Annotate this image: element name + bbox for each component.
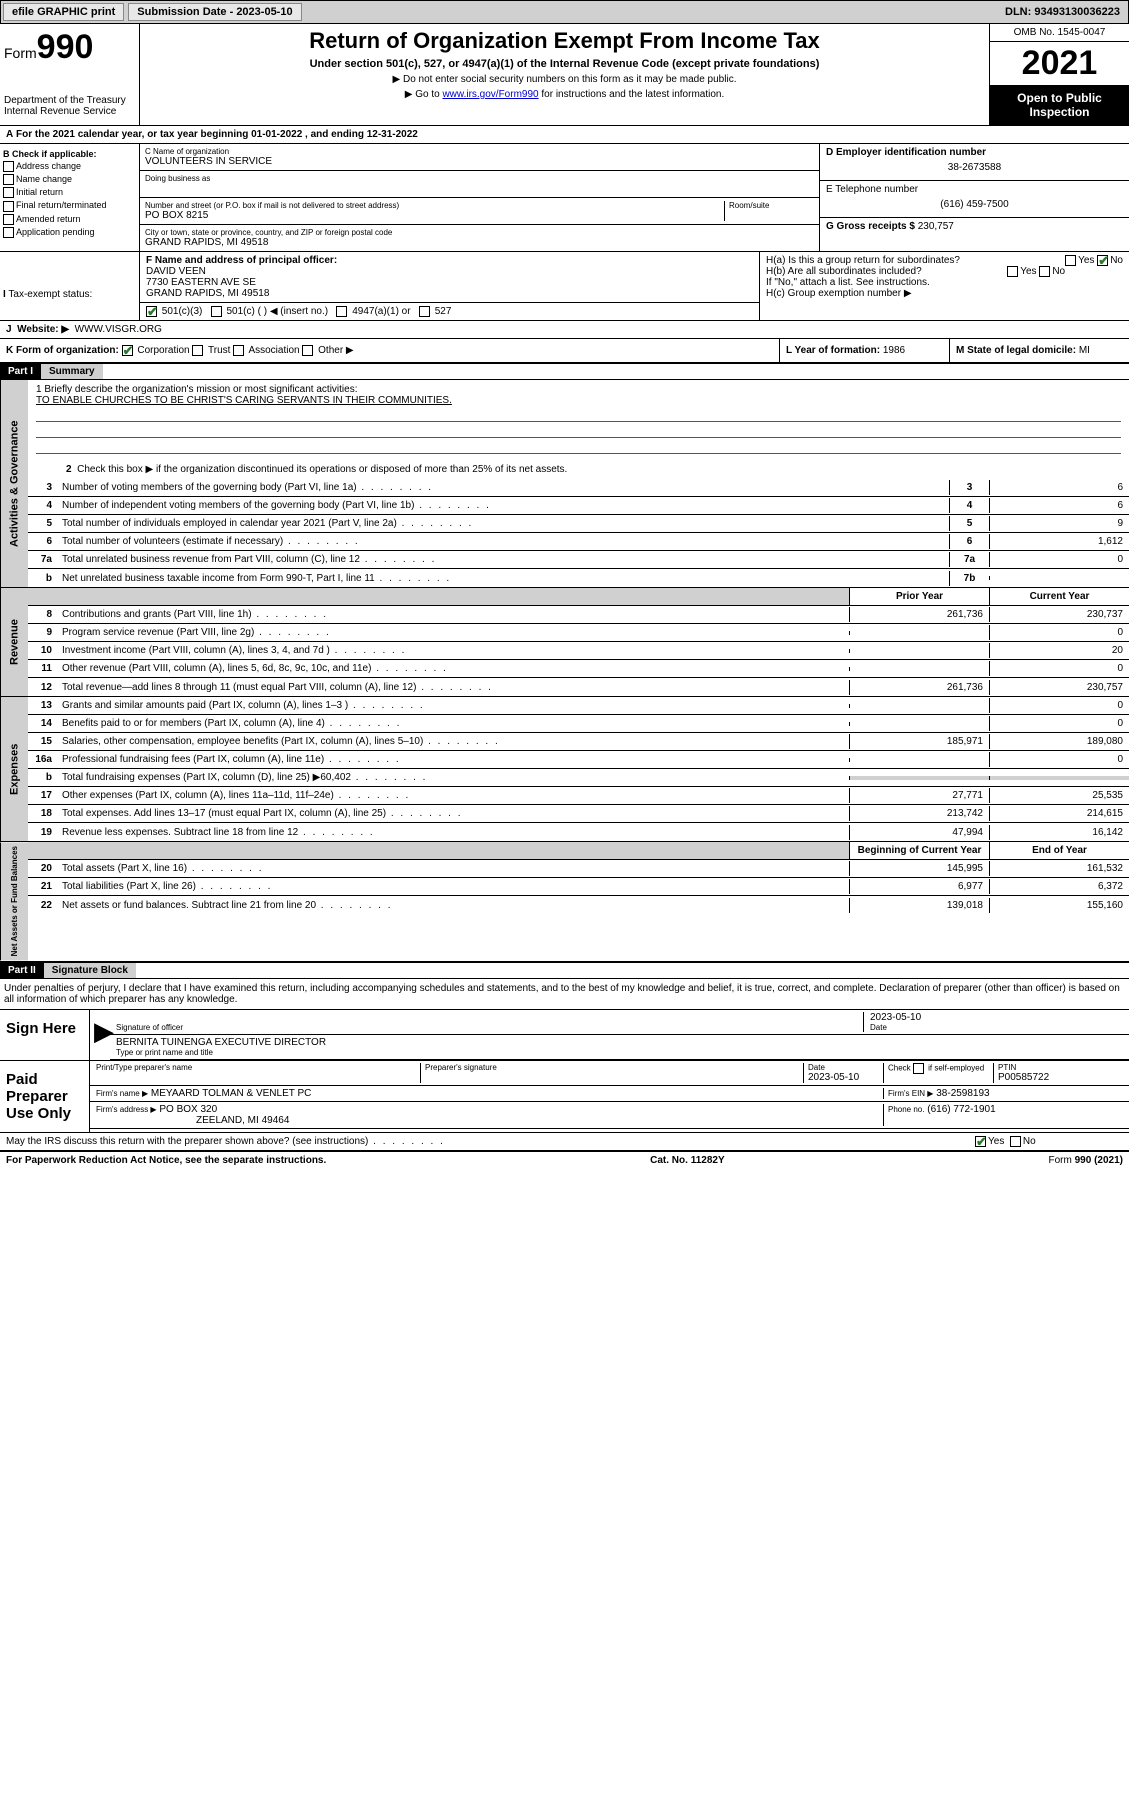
- gov-line: 7aTotal unrelated business revenue from …: [28, 551, 1129, 569]
- prep-date: 2023-05-10: [808, 1072, 883, 1083]
- sign-here-block: Sign Here ▶ Signature of officer 2023-05…: [0, 1009, 1129, 1061]
- sidelabel-exp: Expenses: [0, 697, 28, 841]
- line-2: 2 Check this box ▶ if the organization d…: [28, 460, 1129, 479]
- section-governance: Activities & Governance 1 Briefly descri…: [0, 380, 1129, 588]
- gov-line: 3Number of voting members of the governi…: [28, 479, 1129, 497]
- form-note-link: ▶ Go to www.irs.gov/Form990 for instruct…: [148, 89, 981, 100]
- firm-name: MEYAARD TOLMAN & VENLET PC: [151, 1088, 311, 1099]
- irs-label: Internal Revenue Service: [4, 106, 135, 117]
- box-h: H(a) Is this a group return for subordin…: [759, 252, 1129, 320]
- data-line: 18Total expenses. Add lines 13–17 (must …: [28, 805, 1129, 823]
- box-i-opts: 501(c)(3) 501(c) ( ) ◀ (insert no.) 4947…: [140, 303, 759, 320]
- gov-line: 4Number of independent voting members of…: [28, 497, 1129, 515]
- sidelabel-net: Net Assets or Fund Balances: [0, 842, 28, 960]
- efile-btn[interactable]: efile GRAPHIC print: [3, 3, 124, 21]
- officer-name: BERNITA TUINENGA EXECUTIVE DIRECTOR: [116, 1037, 1123, 1048]
- entity-block: B Check if applicable: Address change Na…: [0, 144, 1129, 252]
- org-address: PO BOX 8215: [145, 210, 724, 221]
- omb-number: OMB No. 1545-0047: [990, 24, 1129, 42]
- sidelabel-gov: Activities & Governance: [0, 380, 28, 587]
- open-inspection: Open to PublicInspection: [990, 85, 1129, 125]
- firm-phone: (616) 772-1901: [927, 1104, 995, 1115]
- form-header: Form990 Department of the Treasury Inter…: [0, 24, 1129, 126]
- form-note-ssn: ▶ Do not enter social security numbers o…: [148, 74, 981, 85]
- data-line: 13Grants and similar amounts paid (Part …: [28, 697, 1129, 715]
- form-number: Form990: [4, 28, 135, 67]
- part2-header: Part IISignature Block: [0, 962, 1129, 979]
- sidelabel-rev: Revenue: [0, 588, 28, 696]
- section-expenses: Expenses 13Grants and similar amounts pa…: [0, 697, 1129, 842]
- org-name: VOLUNTEERS IN SERVICE: [145, 156, 814, 167]
- subdate-btn[interactable]: Submission Date - 2023-05-10: [128, 3, 301, 21]
- officer-h-block: I Tax-exempt status: F Name and address …: [0, 252, 1129, 321]
- mission-label: 1 Briefly describe the organization's mi…: [36, 384, 1121, 395]
- section-netassets: Net Assets or Fund Balances Beginning of…: [0, 842, 1129, 961]
- dln: DLN: 93493130036223: [1005, 6, 1128, 18]
- mission-text: TO ENABLE CHURCHES TO BE CHRIST'S CARING…: [36, 395, 1121, 406]
- data-line: 9Program service revenue (Part VIII, lin…: [28, 624, 1129, 642]
- website: WWW.VISGR.ORG: [75, 324, 162, 335]
- ptin: P00585722: [998, 1072, 1123, 1083]
- irs-link[interactable]: www.irs.gov/Form990: [442, 89, 538, 100]
- sign-date: 2023-05-10: [870, 1012, 1123, 1023]
- data-line: 19Revenue less expenses. Subtract line 1…: [28, 823, 1129, 841]
- gov-line: bNet unrelated business taxable income f…: [28, 569, 1129, 587]
- part1-header: Part ISummary: [0, 363, 1129, 380]
- box-f: F Name and address of principal officer:…: [140, 252, 759, 303]
- line-a: A For the 2021 calendar year, or tax yea…: [0, 126, 1129, 144]
- form-title: Return of Organization Exempt From Incom…: [148, 28, 981, 54]
- firm-city: ZEELAND, MI 49464: [96, 1115, 883, 1126]
- state-domicile: MI: [1079, 345, 1090, 356]
- section-revenue: Revenue Prior Year Current Year 8Contrib…: [0, 588, 1129, 697]
- paid-prep-label: Paid Preparer Use Only: [0, 1061, 90, 1132]
- ein: 38-2673588: [826, 158, 1123, 177]
- paid-preparer-block: Paid Preparer Use Only Print/Type prepar…: [0, 1061, 1129, 1133]
- year-formation: 1986: [883, 345, 905, 356]
- tax-year: 2021: [990, 42, 1129, 85]
- declaration: Under penalties of perjury, I declare th…: [0, 979, 1129, 1009]
- dept-treasury: Department of the Treasury: [4, 95, 135, 106]
- gross-receipts: 230,757: [918, 221, 954, 232]
- firm-addr: PO BOX 320: [159, 1104, 217, 1115]
- net-col-hdr: Beginning of Current Year End of Year: [28, 842, 1129, 860]
- firm-ein: 38-2598193: [936, 1088, 989, 1099]
- data-line: 8Contributions and grants (Part VIII, li…: [28, 606, 1129, 624]
- rev-col-hdr: Prior Year Current Year: [28, 588, 1129, 606]
- gov-line: 6Total number of volunteers (estimate if…: [28, 533, 1129, 551]
- data-line: 11Other revenue (Part VIII, column (A), …: [28, 660, 1129, 678]
- data-line: 15Salaries, other compensation, employee…: [28, 733, 1129, 751]
- data-line: 20Total assets (Part X, line 16)145,9951…: [28, 860, 1129, 878]
- check-b: B Check if applicable: Address change Na…: [0, 144, 140, 251]
- sign-here-label: Sign Here: [0, 1010, 90, 1060]
- footer: For Paperwork Reduction Act Notice, see …: [0, 1151, 1129, 1169]
- gov-line: 5Total number of individuals employed in…: [28, 515, 1129, 533]
- right-ids: D Employer identification number 38-2673…: [819, 144, 1129, 251]
- data-line: 22Net assets or fund balances. Subtract …: [28, 896, 1129, 914]
- data-line: 12Total revenue—add lines 8 through 11 (…: [28, 678, 1129, 696]
- may-discuss: May the IRS discuss this return with the…: [0, 1133, 1129, 1151]
- sig-bracket-icon: ▶: [90, 1010, 110, 1060]
- data-line: 16aProfessional fundraising fees (Part I…: [28, 751, 1129, 769]
- org-city: GRAND RAPIDS, MI 49518: [145, 237, 814, 248]
- data-line: 10Investment income (Part VIII, column (…: [28, 642, 1129, 660]
- data-line: 17Other expenses (Part IX, column (A), l…: [28, 787, 1129, 805]
- data-line: bTotal fundraising expenses (Part IX, co…: [28, 769, 1129, 787]
- col-i-label: I Tax-exempt status:: [0, 252, 140, 320]
- data-line: 14Benefits paid to or for members (Part …: [28, 715, 1129, 733]
- data-line: 21Total liabilities (Part X, line 26)6,9…: [28, 878, 1129, 896]
- name-c-block: C Name of organization VOLUNTEERS IN SER…: [140, 144, 819, 251]
- box-j: J Website: ▶ WWW.VISGR.ORG: [0, 321, 1129, 339]
- top-bar: efile GRAPHIC print Submission Date - 20…: [0, 0, 1129, 24]
- telephone: (616) 459-7500: [826, 195, 1123, 214]
- box-klm: K Form of organization: Corporation Trus…: [0, 339, 1129, 363]
- form-subtitle: Under section 501(c), 527, or 4947(a)(1)…: [148, 58, 981, 70]
